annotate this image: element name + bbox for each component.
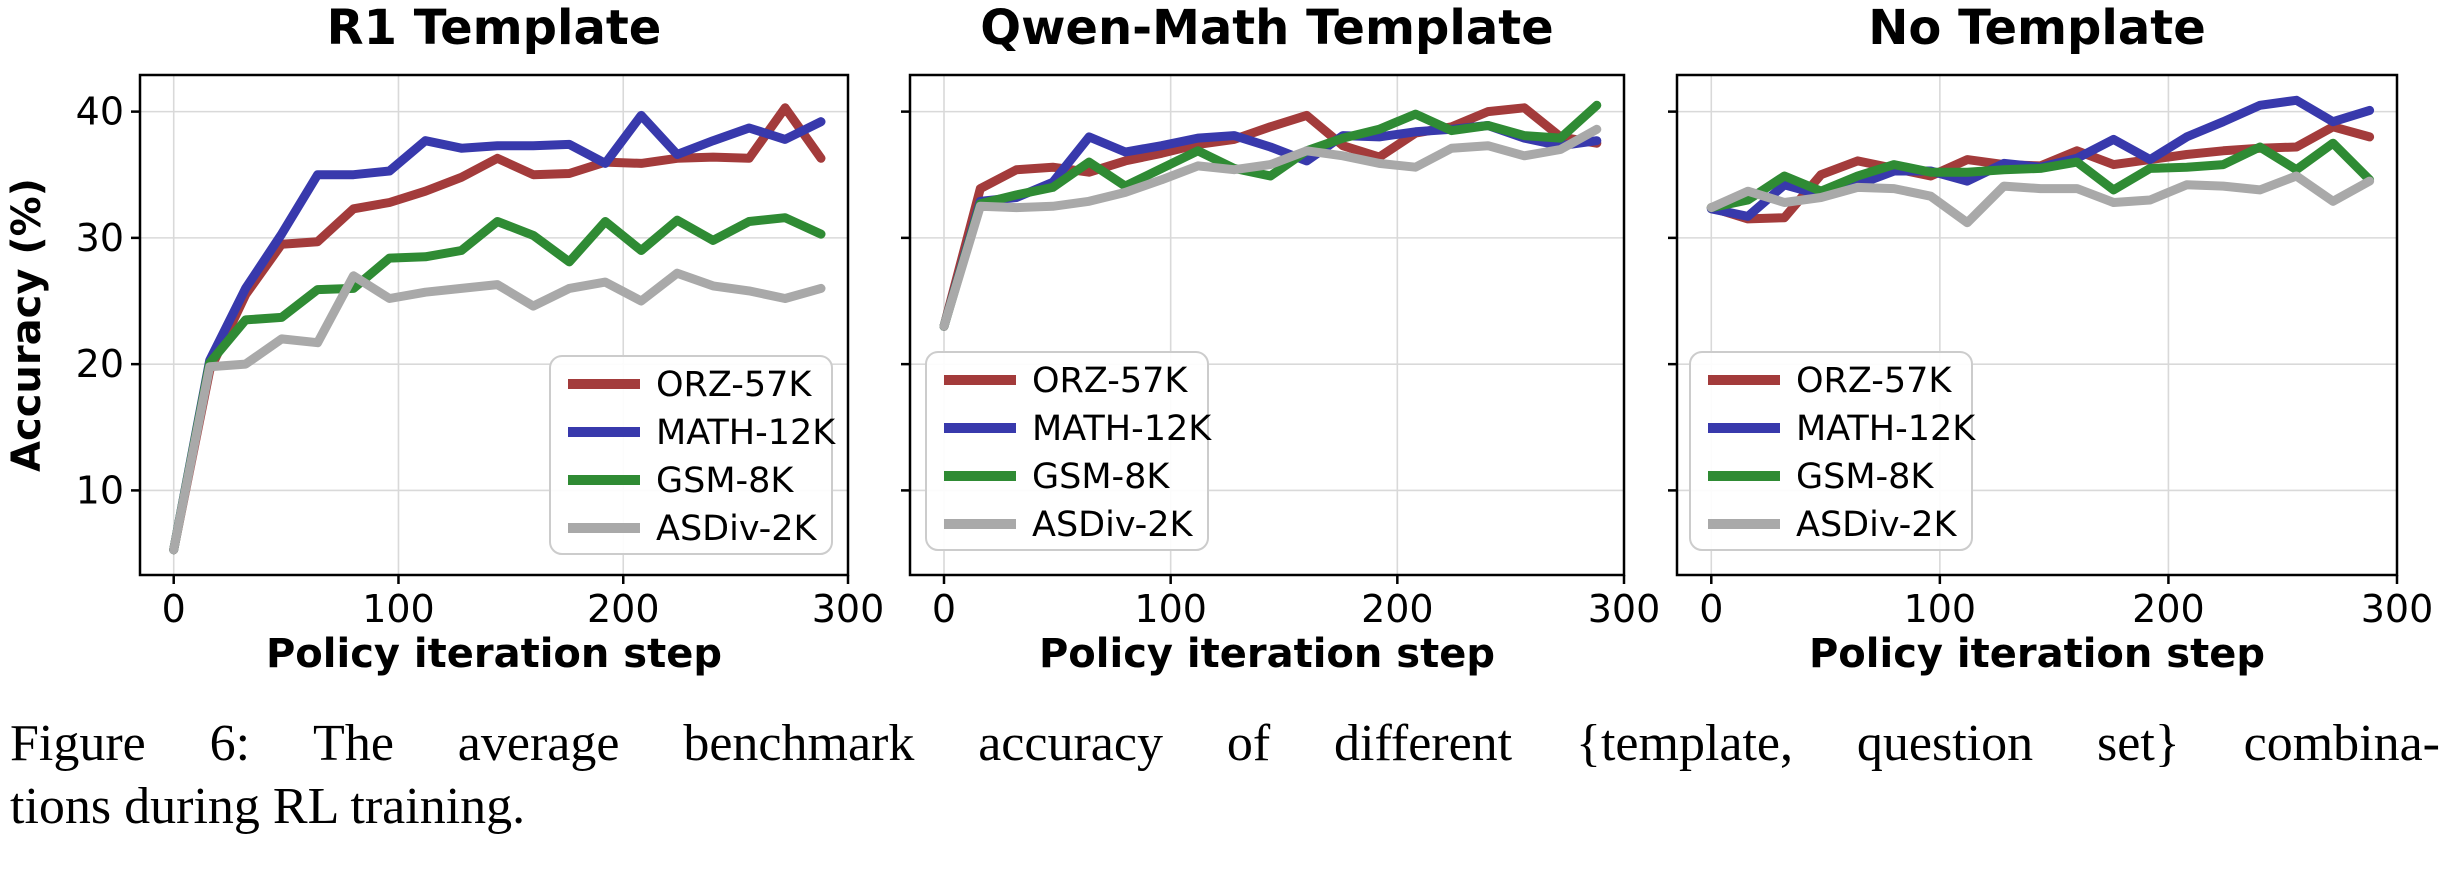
y-axis-label: Accuracy (%)	[4, 178, 50, 472]
r1-template-line-asdiv-2k	[169, 268, 826, 555]
legend-label-orz-57k: ORZ-57K	[1796, 361, 1952, 401]
x-tick-label: 0	[162, 587, 186, 631]
legend-box	[925, 351, 1209, 551]
x-axis-label: Policy iteration step	[1809, 631, 2265, 677]
r1-template-line-orz-57k	[169, 103, 826, 555]
r1-template-line-gsm-8k	[169, 213, 826, 555]
legend-label-asdiv-2k: ASDiv-2K	[1032, 505, 1194, 545]
legend-label-math-12k: MATH-12K	[1032, 409, 1212, 449]
y-tick-label: 40	[76, 90, 124, 134]
legend-label-orz-57k: ORZ-57K	[656, 365, 812, 405]
x-tick-label: 100	[362, 587, 435, 631]
legend-box	[1689, 351, 1973, 551]
qwen-math-template-line-gsm-8k	[939, 100, 1602, 331]
x-axis-label: Policy iteration step	[1039, 631, 1495, 677]
x-tick-label: 200	[2132, 587, 2205, 631]
legend-label-orz-57k: ORZ-57K	[1032, 361, 1188, 401]
x-tick-label: 300	[2361, 587, 2434, 631]
figure-charts-area: 0 100 200 300 10 20 30 40 R1 Template Policy iter…	[4, 0, 2433, 677]
chart-title: Qwen-Math Template	[980, 0, 1553, 56]
legend-label-asdiv-2k: ASDiv-2K	[1796, 505, 1958, 545]
figure-caption: Figure 6: The average benchmark accuracy…	[10, 712, 2440, 839]
qwen-math-template-line-asdiv-2k	[939, 124, 1602, 331]
plot-frame	[138, 73, 850, 577]
x-axis-label: Policy iteration step	[266, 631, 722, 677]
legend: ORZ-57K MATH-12K GSM-8K ASDiv-2K	[925, 351, 1212, 551]
qwen-math-template-line-orz-57k	[939, 103, 1602, 331]
x-tick-label: 0	[1699, 587, 1723, 631]
legend: ORZ-57K MATH-12K GSM-8K ASDiv-2K	[1689, 351, 1976, 551]
legend-label-gsm-8k: GSM-8K	[1796, 457, 1934, 497]
chart-no-template: 0 100 200 300 No Template Policy iteration st…	[1668, 0, 2433, 677]
legend-box	[549, 355, 833, 555]
x-tick-label: 300	[1588, 587, 1661, 631]
x-tick-label: 200	[1361, 587, 1434, 631]
figure-6-charts: 0 100 200 300 10 20 30 40 R1 Template Policy iter…	[4, 0, 2433, 677]
caption-line-2: tions during RL training.	[10, 778, 526, 836]
legend-label-asdiv-2k: ASDiv-2K	[656, 509, 818, 549]
plot-frame	[1675, 73, 2399, 577]
legend-label-gsm-8k: GSM-8K	[1032, 457, 1170, 497]
no-template-line-gsm-8k	[1706, 138, 2375, 213]
caption-line-1: Figure 6: The average benchmark accuracy…	[10, 715, 2440, 772]
plot-frame	[908, 73, 1626, 577]
qwen-math-template-line-math-12k	[939, 121, 1602, 331]
legend-label-math-12k: MATH-12K	[656, 413, 836, 453]
x-tick-label: 100	[1904, 587, 1977, 631]
legend: ORZ-57K MATH-12K GSM-8K ASDiv-2K	[549, 355, 836, 555]
r1-template-line-math-12k	[169, 110, 826, 555]
y-tick-label: 10	[76, 468, 124, 512]
chart-title: No Template	[1868, 0, 2206, 56]
x-tick-label: 0	[932, 587, 956, 631]
chart-title: R1 Template	[327, 0, 662, 56]
legend-label-gsm-8k: GSM-8K	[656, 461, 794, 501]
x-tick-label: 100	[1134, 587, 1207, 631]
legend-label-math-12k: MATH-12K	[1796, 409, 1976, 449]
y-tick-label: 30	[76, 216, 124, 260]
no-template-line-asdiv-2k	[1706, 171, 2375, 228]
x-tick-label: 200	[587, 587, 660, 631]
y-tick-label: 20	[76, 342, 124, 386]
chart-r1-template: 0 100 200 300 10 20 30 40 R1 Template Policy iter…	[4, 0, 884, 677]
x-tick-label: 300	[812, 587, 885, 631]
chart-qwen-math-template: 0 100 200 300 Qwen-Math Template Policy itera…	[901, 0, 1660, 677]
